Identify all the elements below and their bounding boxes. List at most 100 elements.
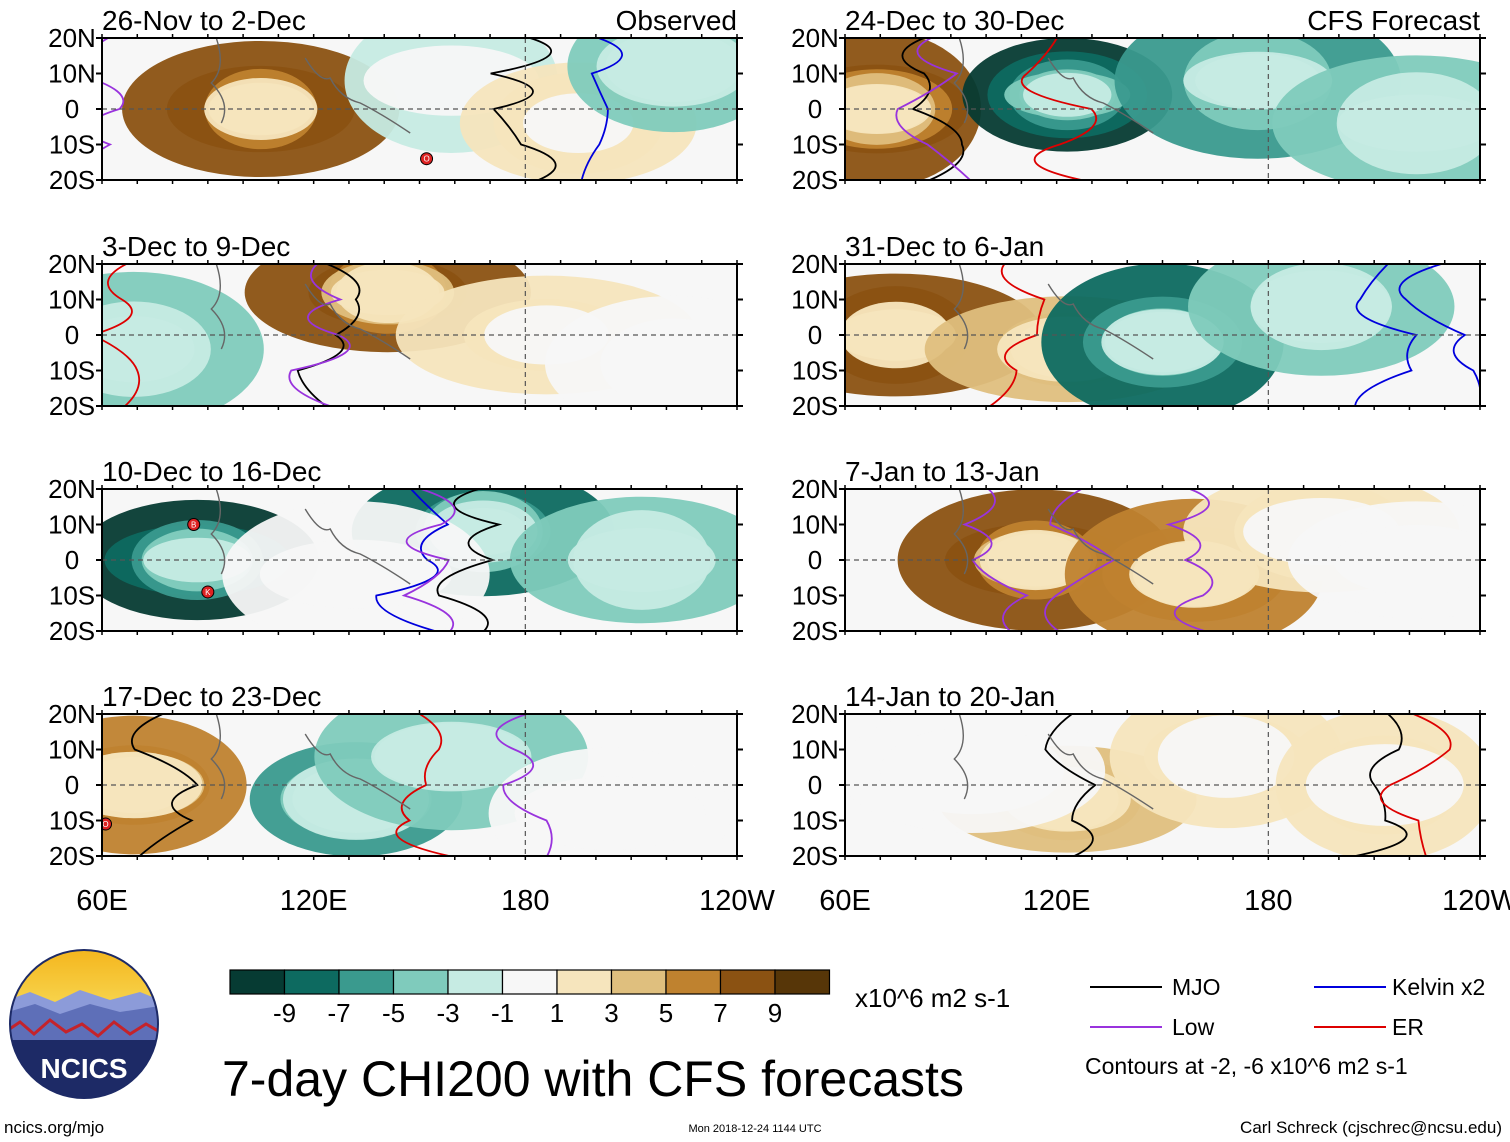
lat-tick-label: 10N [48, 59, 96, 89]
lat-tick-label: 10S [792, 581, 838, 611]
lat-tick-label: 10N [48, 285, 96, 315]
colorbar-level-label: 7 [713, 998, 727, 1028]
panel-5: 20N 10N 0 10S 20S 24-Dec to 30-Dec CFS Forecas… [791, 5, 1486, 195]
lon-tick-label: 120E [1023, 885, 1091, 917]
svg-text:K: K [205, 588, 211, 597]
lon-tick-label: 60E [76, 885, 128, 917]
lat-tick-label: 10S [792, 356, 838, 386]
lon-tick-label: 120W [699, 885, 775, 917]
colorbar-level-label: -3 [436, 998, 459, 1028]
lat-tick-label: 10S [49, 130, 95, 160]
lat-tick-label: 20S [49, 391, 95, 421]
colorbar-swatch [665, 969, 722, 995]
panel-8: 20N 10N 0 10S 20S 14-Jan to 20-Jan [791, 681, 1486, 871]
cyclone-marker: O [102, 817, 113, 831]
colorbar-swatch [501, 969, 558, 995]
panel-title: 10-Dec to 16-Dec [102, 456, 321, 487]
lat-tick-label: 10S [792, 130, 838, 160]
colorbar-level-label: 5 [659, 998, 673, 1028]
colorbar-swatch [392, 969, 449, 995]
lat-tick-label: 0 [808, 94, 822, 124]
panel-title: 3-Dec to 9-Dec [102, 231, 290, 262]
lat-tick-label: 20N [791, 23, 839, 53]
lon-tick-label: 120E [280, 885, 348, 917]
colorbar-level-label: 9 [768, 998, 782, 1028]
colorbar-swatch [719, 969, 776, 995]
lat-tick-label: 10N [791, 735, 839, 765]
panel-title: 31-Dec to 6-Jan [845, 231, 1044, 262]
lat-tick-label: 0 [808, 320, 822, 350]
panels-layer: O 20N 10N 0 10S 20S 26-Nov to 2-Dec Observed 20N… [48, 5, 1486, 871]
lat-tick-label: 10N [791, 59, 839, 89]
lat-tick-label: 20S [49, 616, 95, 646]
lat-tick-label: 0 [65, 94, 79, 124]
lat-tick-label: 10S [49, 806, 95, 836]
lat-tick-label: 10S [49, 581, 95, 611]
lat-tick-label: 20N [48, 474, 96, 504]
colorbar: -9 -7 -5 -3 -1 1 3 5 7 9 [229, 969, 831, 1028]
panel-title: 14-Jan to 20-Jan [845, 681, 1055, 712]
lat-tick-label: 10S [792, 806, 838, 836]
colorbar-level-label: 1 [550, 998, 564, 1028]
legend: MJO Kelvin x2 Low ER Contours at -2, -6 … [1085, 974, 1485, 1079]
panel-tag: CFS Forecast [1307, 5, 1480, 36]
panel-2: 20N 10N 0 10S 20S 3-Dec to 9-Dec [48, 231, 743, 421]
lat-tick-label: 20N [48, 23, 96, 53]
lon-tick-label: 120W [1442, 885, 1510, 917]
colorbar-level-label: -1 [491, 998, 514, 1028]
lat-tick-label: 20S [792, 391, 838, 421]
contour-note: Contours at -2, -6 x10^6 m2 s-1 [1085, 1053, 1408, 1079]
cyclone-marker: K [201, 585, 215, 599]
lat-tick-label: 10N [791, 510, 839, 540]
panel-title: 24-Dec to 30-Dec [845, 5, 1064, 36]
lat-tick-label: 20N [48, 699, 96, 729]
cyclone-marker: O [420, 152, 434, 166]
svg-text:O: O [423, 155, 429, 164]
lat-tick-label: 20N [791, 699, 839, 729]
ncics-logo: NCICS [9, 949, 159, 1099]
lat-tick-label: 10N [791, 285, 839, 315]
colorbar-swatch [610, 969, 667, 995]
cyclone-marker: B [187, 518, 201, 531]
lon-tick-label: 180 [501, 885, 549, 917]
lat-tick-label: 0 [65, 545, 79, 575]
lat-tick-label: 10S [49, 356, 95, 386]
panel-1: O 20N 10N 0 10S 20S 26-Nov to 2-Dec Observed [48, 5, 743, 195]
lat-tick-label: 0 [808, 770, 822, 800]
lat-tick-label: 0 [808, 545, 822, 575]
colorbar-level-label: -5 [382, 998, 405, 1028]
panel-3: B K 20N 10N 0 10S 20S 10-Dec to 16-Dec [48, 456, 743, 646]
panel-7: 20N 10N 0 10S 20S 7-Jan to 13-Jan [791, 456, 1486, 646]
panel-6: 20N 10N 0 10S 20S 31-Dec to 6-Jan [791, 231, 1486, 421]
panel-tag: Observed [616, 5, 737, 36]
x-axis-labels: 60E 120E 180 120W 60E 120E 180 120W [76, 885, 1510, 917]
colorbar-swatch [556, 969, 613, 995]
colorbar-swatch [229, 969, 286, 995]
colorbar-swatch [283, 969, 340, 995]
legend-label-kelvin: Kelvin x2 [1392, 974, 1485, 1000]
lat-tick-label: 20S [792, 165, 838, 195]
lat-tick-label: 0 [65, 770, 79, 800]
colorbar-swatch [774, 969, 831, 995]
lat-tick-label: 20S [792, 616, 838, 646]
legend-label-mjo: MJO [1172, 974, 1221, 1000]
chart-title: 7-day CHI200 with CFS forecasts [222, 1051, 964, 1107]
panel-4: O 20N 10N 0 10S 20S 17-Dec to 23-Dec [48, 681, 743, 871]
colorbar-level-label: 3 [604, 998, 618, 1028]
lat-tick-label: 20S [49, 165, 95, 195]
lat-tick-label: 20N [791, 249, 839, 279]
footer-timestamp: Mon 2018-12-24 1144 UTC [688, 1123, 821, 1135]
colorbar-swatch [447, 969, 504, 995]
lat-tick-label: 20S [792, 841, 838, 871]
lon-tick-label: 180 [1244, 885, 1292, 917]
panel-title: 7-Jan to 13-Jan [845, 456, 1040, 487]
legend-label-er: ER [1392, 1014, 1424, 1040]
units-label: x10^6 m2 s-1 [855, 983, 1010, 1013]
lat-tick-label: 20S [49, 841, 95, 871]
svg-text:O: O [102, 820, 108, 829]
footer-url: ncics.org/mjo [4, 1118, 104, 1137]
lat-tick-label: 0 [65, 320, 79, 350]
lat-tick-label: 20N [791, 474, 839, 504]
legend-label-low: Low [1172, 1014, 1215, 1040]
